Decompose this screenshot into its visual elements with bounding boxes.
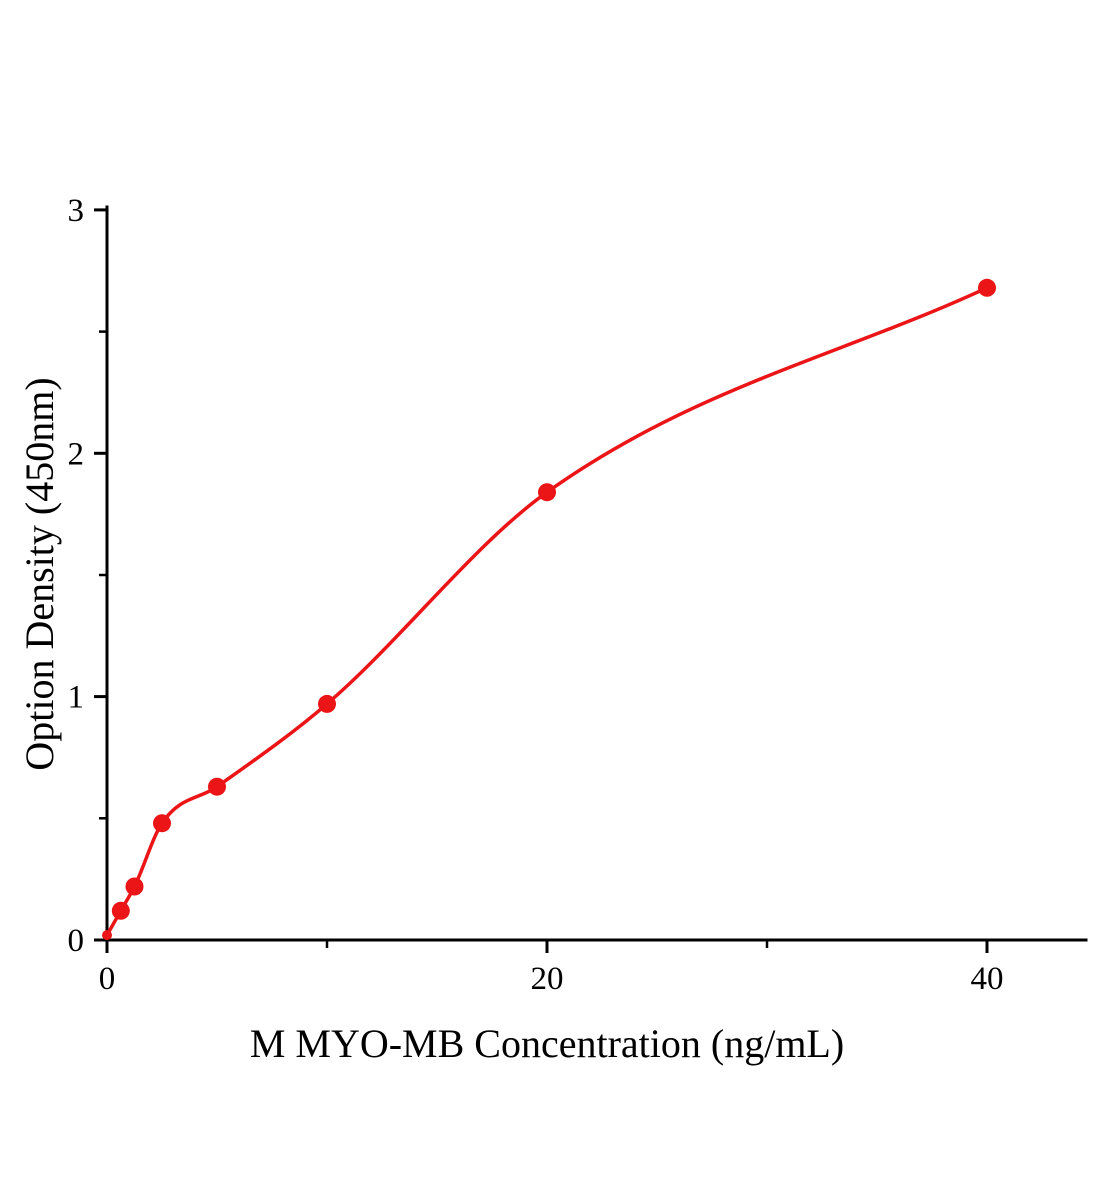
y-tick-label: 1	[68, 680, 85, 716]
data-point	[208, 777, 226, 796]
data-point	[538, 483, 556, 502]
x-tick-label: 0	[99, 961, 116, 997]
fit-curve	[105, 286, 988, 936]
y-tick-label: 0	[68, 923, 85, 959]
x-tick-label: 20	[531, 961, 564, 997]
x-tick-label: 40	[971, 961, 1004, 997]
data-point	[978, 278, 996, 297]
y-tick-label: 3	[68, 193, 85, 229]
data-point	[153, 814, 171, 833]
data-point	[125, 877, 144, 896]
data-point	[102, 930, 112, 941]
y-axis-title: Option Density (450nm)	[17, 377, 62, 771]
x-axis-title: M MYO-MB Concentration (ng/mL)	[249, 1021, 845, 1066]
data-point	[111, 901, 130, 920]
axes	[105, 205, 1088, 942]
data-point	[318, 694, 336, 713]
y-tick-label: 2	[68, 436, 85, 472]
